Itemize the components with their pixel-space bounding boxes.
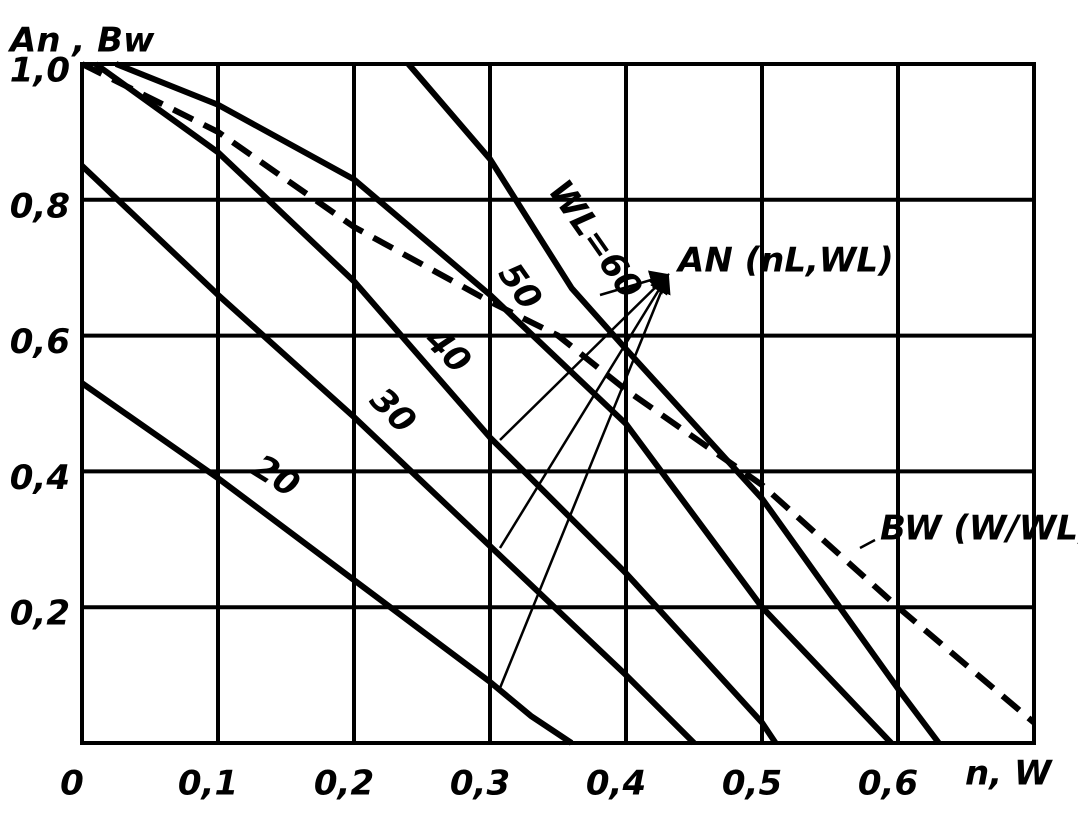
- series-label: WL=60: [540, 173, 650, 307]
- x-tick-label: 0,5: [722, 764, 782, 804]
- line-series: [93, 61, 779, 745]
- series-label: BW (W/WL): [880, 509, 1078, 549]
- y-tick-label: 1,0: [10, 51, 70, 91]
- x-axis-label: n, W: [965, 754, 1053, 794]
- plot-frame: [80, 62, 1036, 745]
- x-tick-label: 0,1: [178, 764, 238, 804]
- y-tick-label: 0,4: [10, 458, 70, 498]
- line-series: [79, 163, 697, 746]
- y-tick-label: 0,2: [10, 594, 70, 634]
- y-axis-label: An , Bw: [7, 21, 155, 61]
- y-tick-label: 0,6: [10, 322, 70, 362]
- annotation: AN (nL,WL): [675, 241, 894, 281]
- line-series: [80, 380, 574, 746]
- series-label: 20: [245, 447, 306, 506]
- line-series: [114, 61, 894, 746]
- x-tick-label: 0: [60, 764, 84, 804]
- line-series: [80, 61, 1036, 725]
- x-tick-label: 0,6: [858, 764, 918, 804]
- x-tick-label: 0,3: [450, 764, 510, 804]
- line-series: [406, 62, 942, 745]
- x-tick-label: 0,2: [314, 764, 374, 804]
- y-tick-label: 0,8: [10, 186, 70, 226]
- series-label: 40: [416, 319, 478, 381]
- x-tick-label: 0,4: [586, 764, 646, 804]
